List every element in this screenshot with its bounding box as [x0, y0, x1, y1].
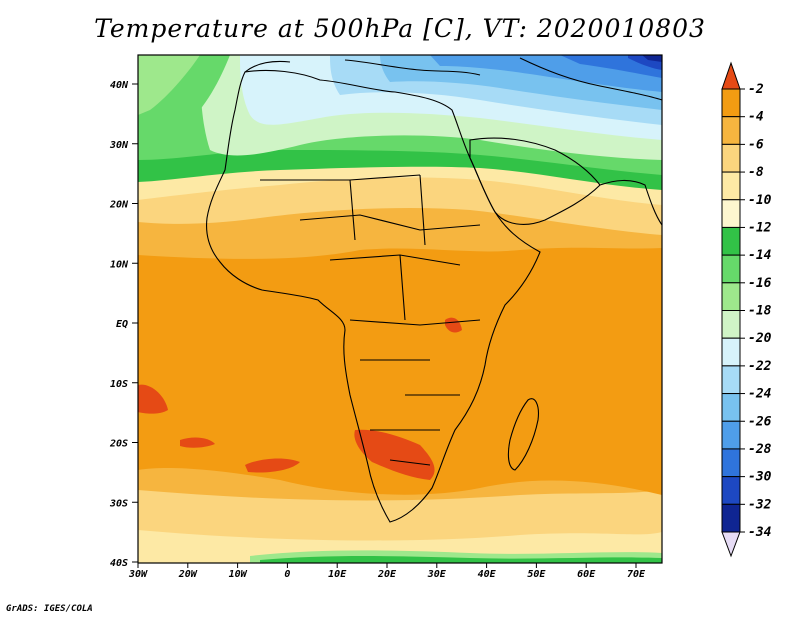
- lat-label: 10S: [110, 379, 128, 390]
- colorbar-box: [721, 365, 741, 395]
- colorbar-label: -20: [748, 331, 772, 346]
- colorbar-label: -24: [748, 387, 772, 402]
- lon-label: 40E: [478, 569, 497, 580]
- colorbar-label: -18: [748, 304, 772, 319]
- field-hotspot-west: [138, 384, 168, 414]
- lon-label: 10E: [328, 569, 347, 580]
- europe-coast: [244, 57, 662, 101]
- colorbar-label: -14: [748, 248, 772, 263]
- colorbar-box: [721, 143, 741, 173]
- lat-label: 30N: [109, 140, 129, 151]
- field-south-green-2: [260, 556, 662, 563]
- india-coast: [599, 179, 662, 226]
- lon-label: 10W: [229, 569, 248, 580]
- colorbar-box: [721, 199, 741, 228]
- lon-label: 0: [284, 569, 290, 580]
- colorbar-box: [721, 476, 741, 505]
- colorbar-box: [721, 310, 741, 339]
- colorbar-label: -12: [748, 220, 772, 235]
- colorbar-box: [721, 393, 741, 422]
- colorbar-bottom-arrow: [721, 531, 741, 558]
- colorbar-label: -16: [748, 276, 772, 291]
- latitude-axis: 40N 30N 20N 10N EQ 10S 20S 30S 40S: [109, 80, 138, 569]
- lon-label: 50E: [527, 569, 546, 580]
- lon-label: 70E: [627, 569, 646, 580]
- madagascar-coast: [507, 398, 539, 471]
- arabia-coast: [469, 137, 601, 225]
- colorbar-box: [721, 254, 741, 284]
- colorbar-label: -4: [748, 110, 764, 125]
- africa-coast: [206, 69, 541, 523]
- colorbar-label: -32: [748, 497, 772, 512]
- field-north-band-12: [642, 55, 662, 62]
- coastlines: [206, 57, 662, 523]
- lat-label: 40S: [110, 558, 128, 569]
- colorbar-label: -22: [748, 359, 772, 374]
- lon-label: 30W: [128, 569, 148, 580]
- lon-label: 60E: [577, 569, 596, 580]
- colorbar-label: -26: [748, 414, 772, 429]
- lat-label: 10N: [110, 259, 129, 270]
- field-hotspot-southern-africa: [354, 429, 435, 480]
- lon-label: 20E: [377, 569, 397, 580]
- colorbar-label: -10: [748, 193, 772, 208]
- colorbar-box: [721, 448, 741, 478]
- lat-label: 40N: [110, 80, 129, 91]
- lon-label: 20W: [178, 569, 198, 580]
- colorbar-label: -8: [748, 165, 764, 180]
- plot-frame: [137, 54, 663, 564]
- field-hotspot-sw: [245, 458, 300, 473]
- colorbar-box: [721, 420, 741, 450]
- colorbar-label: -28: [748, 442, 772, 457]
- field-atlantic-lightgreen: [138, 55, 200, 115]
- colorbar-box: [721, 337, 741, 367]
- colorbar-label: -2: [748, 82, 764, 97]
- colorbar-box: [721, 282, 741, 311]
- field-hotspot-sw2: [180, 437, 215, 448]
- lat-label: EQ: [116, 319, 128, 330]
- lat-label: 30S: [109, 498, 128, 509]
- colorbar-box: [721, 226, 741, 256]
- lon-label: 30E: [427, 569, 447, 580]
- colorbar-top-arrow: [721, 61, 741, 90]
- colorbar-box: [721, 88, 741, 118]
- colorbar-box: [721, 116, 741, 145]
- longitude-axis: 30W 20W 10W 0 10E 20E 30E 40E 50E 60E 70E: [128, 563, 646, 580]
- colorbar-label: -30: [748, 470, 772, 485]
- colorbar-box: [721, 503, 741, 533]
- temperature-field: [138, 55, 662, 563]
- colorbar-label: -6: [748, 137, 764, 152]
- lat-label: 20N: [109, 200, 129, 211]
- chart-title: Temperature at 500hPa [C], VT: 202001080…: [94, 14, 706, 43]
- lat-label: 20S: [109, 439, 128, 450]
- colorbar-box: [721, 171, 741, 201]
- colorbar: -2 -4 -6 -8 -10 -12 -14 -16 -18 -20 -22 -24 -26 -28 -3…: [721, 61, 772, 558]
- grads-credit: GrADS: IGES/COLA: [6, 604, 93, 614]
- field-tropical-warm: [138, 247, 662, 495]
- colorbar-label: -34: [748, 525, 772, 540]
- interior-borders: [260, 174, 481, 466]
